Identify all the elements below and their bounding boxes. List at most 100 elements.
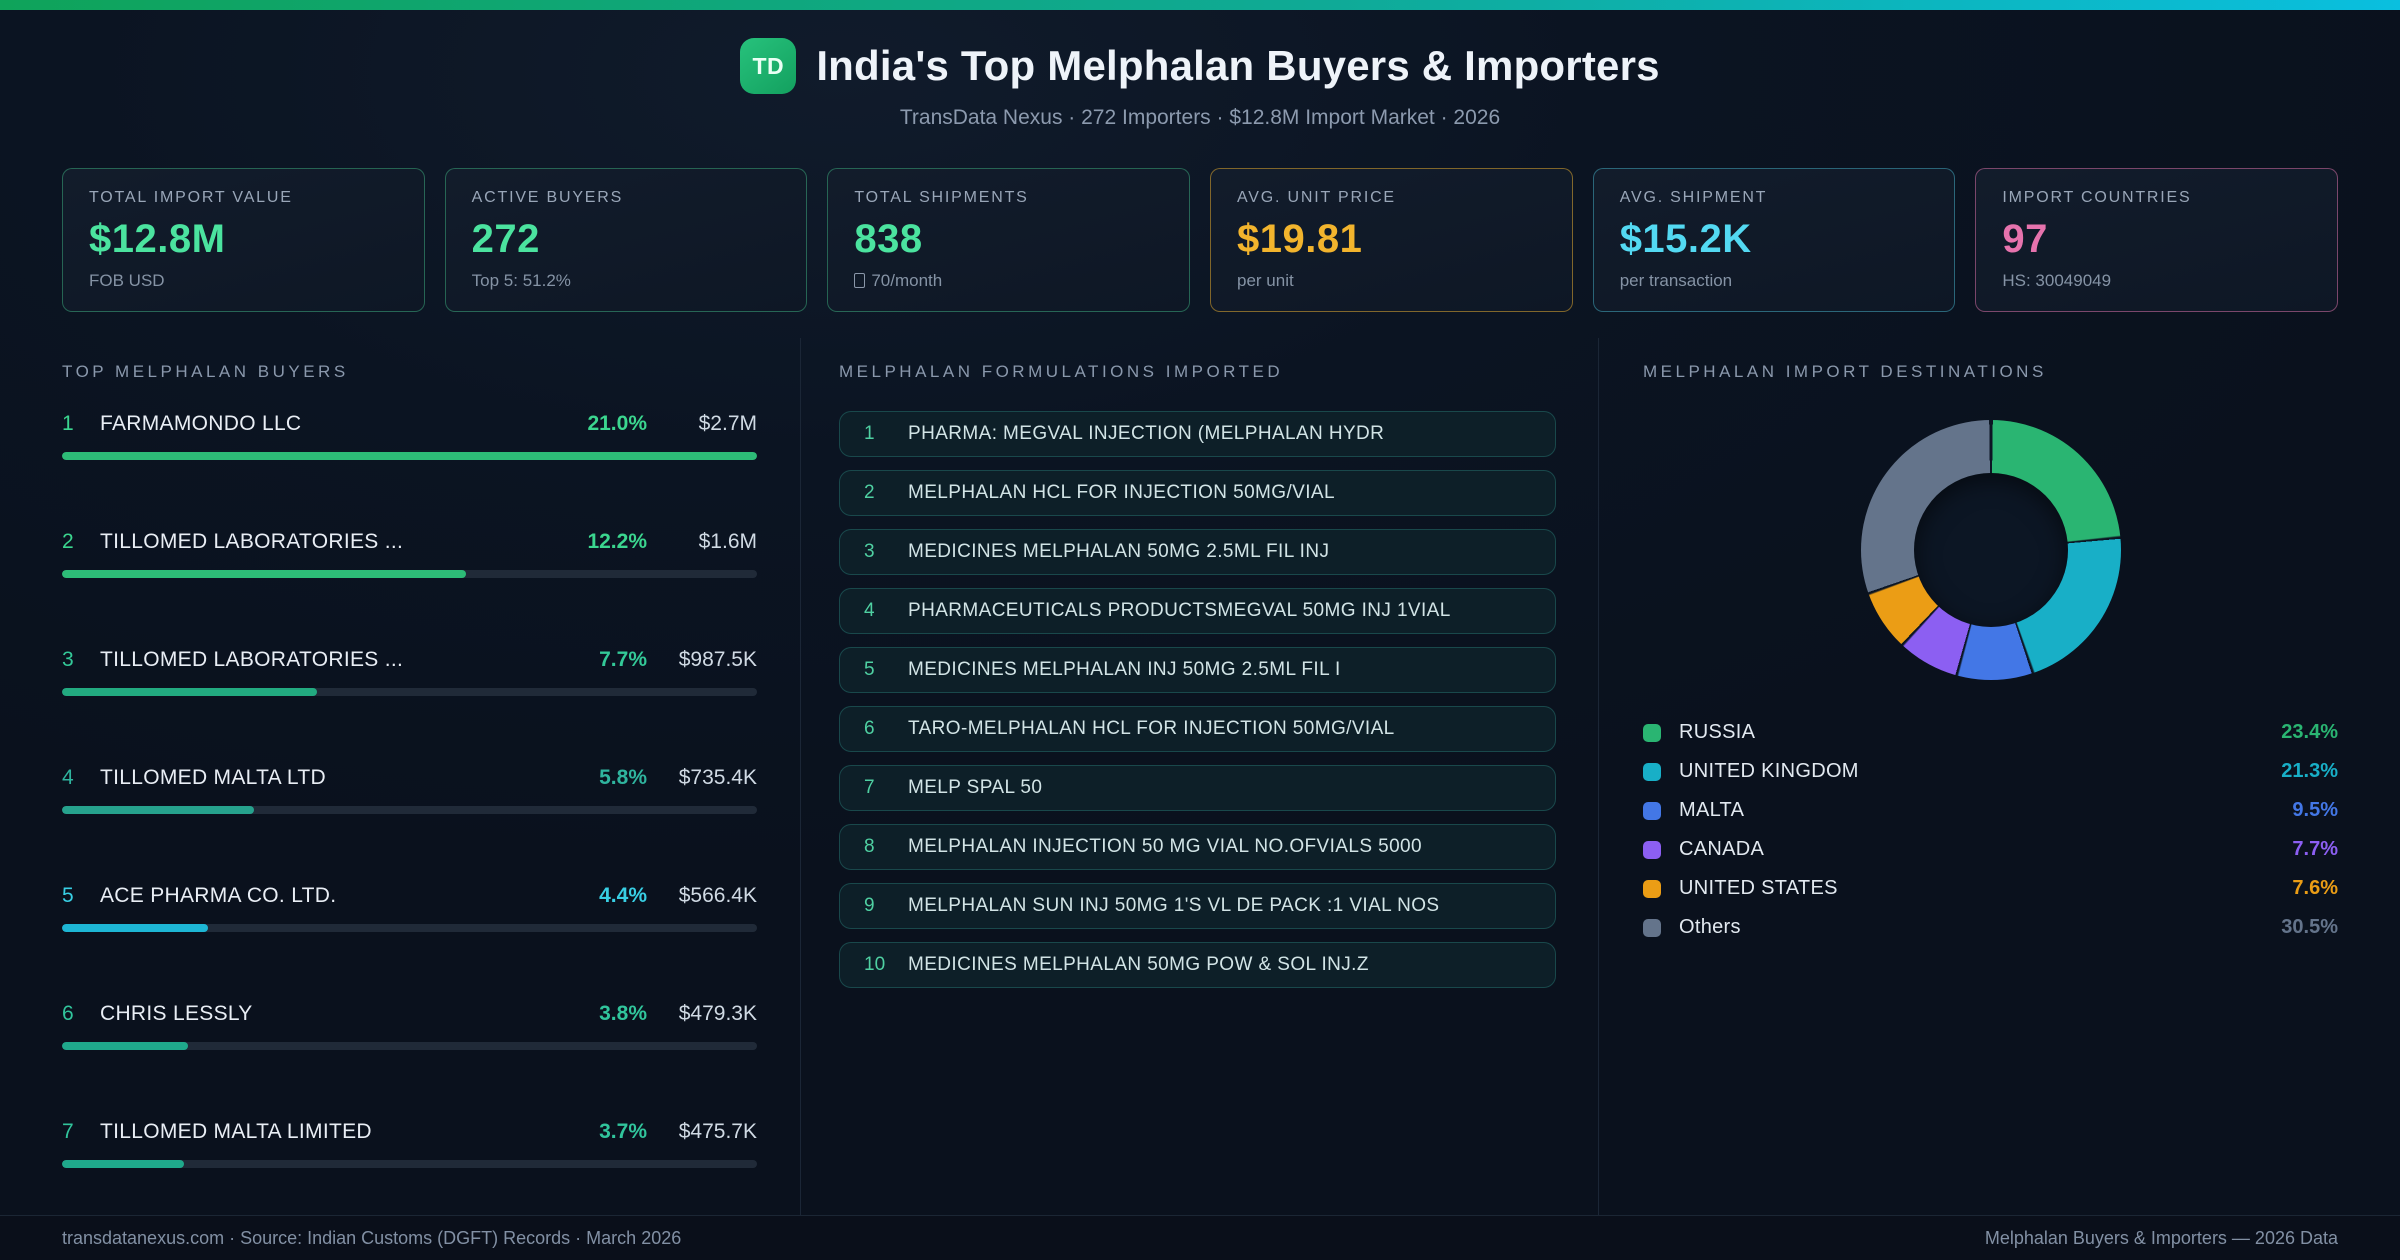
legend-country-label: UNITED KINGDOM bbox=[1679, 760, 1859, 782]
formulation-rank: 2 bbox=[864, 482, 875, 503]
buyer-bar-fill bbox=[62, 1160, 185, 1168]
buyer-bar-track bbox=[62, 924, 757, 932]
formulation-pill: 9 MELPHALAN SUN INJ 50MG 1'S VL DE PACK :… bbox=[839, 883, 1556, 929]
legend-row: MALTA 9.5% bbox=[1643, 791, 2338, 830]
legend-row: RUSSIA 23.4% bbox=[1643, 713, 2338, 752]
formulation-pill: 1 PHARMA: MEGVAL INJECTION (MELPHALAN HYD… bbox=[839, 411, 1556, 457]
formulation-rank: 3 bbox=[864, 541, 875, 562]
buyer-rank: 4 bbox=[62, 766, 74, 789]
legend-swatch bbox=[1643, 879, 1661, 898]
buyer-bar-fill bbox=[62, 806, 254, 814]
buyer-name: TILLOMED LABORATORIES ... bbox=[100, 648, 404, 671]
buyer-rank: 5 bbox=[62, 884, 74, 907]
header-row: TD India's Top Melphalan Buyers & Import… bbox=[0, 38, 2400, 94]
buyer-bar-fill bbox=[62, 570, 466, 578]
formulation-pill: 7 MELP SPAL 50 bbox=[839, 765, 1556, 811]
formulation-rank: 5 bbox=[864, 659, 875, 680]
stat-card-3: AVG. UNIT PRICE $19.81 per unit bbox=[1210, 168, 1573, 312]
buyer-share-pct: 12.2% bbox=[587, 530, 647, 553]
legend-row: Others 30.5% bbox=[1643, 908, 2338, 947]
buyer-bar-track bbox=[62, 688, 757, 696]
legend-swatch bbox=[1643, 840, 1661, 859]
donut-hole bbox=[1913, 473, 2068, 627]
formulation-text: PHARMACEUTICALS PRODUCTSMEGVAL 50MG INJ … bbox=[908, 600, 1451, 621]
legend-swatch bbox=[1643, 801, 1661, 820]
buyer-import-value: $475.7K bbox=[678, 1120, 757, 1143]
buyer-bar-track bbox=[62, 806, 757, 814]
buyer-name: CHRIS LESSLY bbox=[100, 1002, 253, 1025]
missing-glyph-box bbox=[854, 273, 866, 288]
stat-card-label: TOTAL IMPORT VALUE bbox=[89, 189, 293, 206]
formulation-pill: 6 TARO-MELPHALAN HCL FOR INJECTION 50MG/V… bbox=[839, 706, 1556, 752]
buyer-bar-track bbox=[62, 1042, 757, 1050]
footer-source-text: transdatanexus.com · Source: Indian Cust… bbox=[62, 1227, 682, 1248]
buyer-rank: 6 bbox=[62, 1002, 74, 1025]
stat-card-2: TOTAL SHIPMENTS 838 70/month bbox=[827, 168, 1191, 312]
buyer-row-head: 3 TILLOMED LABORATORIES ... 7.7% $987.5K bbox=[62, 648, 757, 672]
legend-share-pct: 30.5% bbox=[2281, 916, 2338, 938]
buyer-name: TILLOMED LABORATORIES ... bbox=[100, 530, 404, 553]
buyer-row: 1 FARMAMONDO LLC 21.0% $2.7M bbox=[62, 412, 757, 460]
buyer-bar-track bbox=[62, 570, 757, 578]
legend-country-label: UNITED STATES bbox=[1679, 877, 1838, 899]
stat-card-sub: Top 5: 51.2% bbox=[471, 271, 571, 290]
buyer-share-pct: 21.0% bbox=[587, 412, 647, 435]
legend-row: UNITED STATES 7.6% bbox=[1643, 869, 2338, 908]
header: TD India's Top Melphalan Buyers & Import… bbox=[0, 10, 2400, 130]
formulation-pill: 4 PHARMACEUTICALS PRODUCTSMEGVAL 50MG INJ… bbox=[839, 588, 1556, 634]
formulation-pill: 5 MEDICINES MELPHALAN INJ 50MG 2.5ML FIL … bbox=[839, 647, 1556, 693]
buyers-list: 1 FARMAMONDO LLC 21.0% $2.7M 2 TILLOMED LABOR… bbox=[62, 412, 757, 1168]
buyer-import-value: $987.5K bbox=[678, 648, 757, 671]
stats-row: TOTAL IMPORT VALUE $12.8M FOB USD ACTIVE BU… bbox=[62, 168, 2339, 312]
formulation-pill: 3 MEDICINES MELPHALAN 50MG 2.5ML FIL INJ bbox=[839, 529, 1556, 575]
legend-country-label: RUSSIA bbox=[1679, 721, 1756, 743]
buyer-row-head: 7 TILLOMED MALTA LIMITED 3.7% $475.7K bbox=[62, 1120, 757, 1144]
formulation-rank: 6 bbox=[864, 718, 875, 739]
buyer-row-head: 6 CHRIS LESSLY 3.8% $479.3K bbox=[62, 1002, 757, 1026]
buyer-row-head: 1 FARMAMONDO LLC 21.0% $2.7M bbox=[62, 412, 757, 436]
formulation-rank: 9 bbox=[864, 895, 875, 916]
formulation-rank: 8 bbox=[864, 836, 875, 857]
stat-card-value: 97 bbox=[2002, 217, 2048, 261]
stat-card-sub: HS: 30049049 bbox=[2002, 271, 2112, 290]
buyer-share-pct: 7.7% bbox=[599, 648, 647, 671]
legend-country-label: CANADA bbox=[1679, 838, 1765, 860]
accent-bar bbox=[0, 0, 2400, 10]
buyer-import-value: $735.4K bbox=[678, 766, 757, 789]
stat-card-5: IMPORT COUNTRIES 97 HS: 30049049 bbox=[1975, 168, 2339, 312]
stat-card-1: ACTIVE BUYERS 272 Top 5: 51.2% bbox=[444, 168, 808, 312]
legend-row: CANADA 7.7% bbox=[1643, 830, 2338, 869]
formulation-text: MELPHALAN HCL FOR INJECTION 50MG/VIAL bbox=[908, 482, 1335, 503]
formulation-rank: 10 bbox=[864, 954, 886, 975]
formulation-text: MEDICINES MELPHALAN 50MG 2.5ML FIL INJ bbox=[908, 541, 1330, 562]
main-content: TOP MELPHALAN BUYERS 1 FARMAMONDO LLC 21.0… bbox=[0, 338, 2400, 1223]
stat-card-value: 272 bbox=[471, 217, 540, 261]
buyers-column: TOP MELPHALAN BUYERS 1 FARMAMONDO LLC 21.0… bbox=[0, 338, 800, 1223]
stat-card-label: TOTAL SHIPMENTS bbox=[854, 189, 1029, 206]
buyer-import-value: $566.4K bbox=[678, 884, 757, 907]
formulation-text: MEDICINES MELPHALAN INJ 50MG 2.5ML FIL I bbox=[908, 659, 1341, 680]
buyer-bar-track bbox=[62, 1160, 757, 1168]
formulation-text: MEDICINES MELPHALAN 50MG POW & SOL INJ.Z bbox=[908, 954, 1369, 975]
formulation-pill: 2 MELPHALAN HCL FOR INJECTION 50MG/VIAL bbox=[839, 470, 1556, 516]
buyer-bar-fill bbox=[62, 452, 757, 460]
legend-country-label: Others bbox=[1679, 916, 1741, 938]
legend-share-pct: 21.3% bbox=[2281, 760, 2338, 782]
formulation-pill: 8 MELPHALAN INJECTION 50 MG VIAL NO.OFVIA… bbox=[839, 824, 1556, 870]
formulation-text: MELPHALAN INJECTION 50 MG VIAL NO.OFVIAL… bbox=[908, 836, 1422, 857]
buyer-row: 6 CHRIS LESSLY 3.8% $479.3K bbox=[62, 1002, 757, 1050]
formulation-text: MELPHALAN SUN INJ 50MG 1'S VL DE PACK :1… bbox=[908, 895, 1440, 916]
buyer-row-head: 5 ACE PHARMA CO. LTD. 4.4% $566.4K bbox=[62, 884, 757, 908]
stat-card-sub: FOB USD bbox=[89, 271, 165, 290]
formulations-list: 1 PHARMA: MEGVAL INJECTION (MELPHALAN HYD… bbox=[839, 411, 1556, 988]
stat-card-value: $19.81 bbox=[1237, 217, 1363, 261]
stat-card-sub: 70/month bbox=[854, 271, 1163, 291]
page-subtitle: TransData Nexus · 272 Importers · $12.8M… bbox=[899, 106, 1501, 129]
legend-row: UNITED KINGDOM 21.3% bbox=[1643, 752, 2338, 791]
legend-share-pct: 7.7% bbox=[2292, 838, 2338, 860]
buyer-rank: 2 bbox=[62, 530, 74, 553]
buyer-share-pct: 3.8% bbox=[599, 1002, 647, 1025]
buyer-rank: 3 bbox=[62, 648, 74, 671]
buyer-share-pct: 5.8% bbox=[599, 766, 647, 789]
transdata-logo: TD bbox=[740, 38, 797, 94]
